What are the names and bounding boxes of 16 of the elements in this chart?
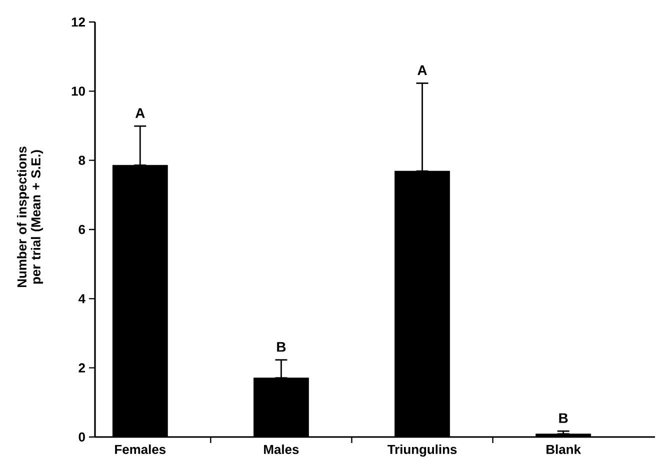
y-tick-label: 2 [78,363,85,372]
y-tick-label: 6 [78,224,86,234]
x-tick-label: Females [115,444,166,454]
y-tick-label: 10 [72,86,85,96]
x-tick-label: Blank [546,444,581,454]
annotation: A [135,108,145,118]
x-tick-label: Males [264,444,299,454]
annotation: B [277,342,286,352]
x-tick-label: Triungulins [388,444,457,457]
y-tick-label: 4 [78,294,86,304]
y-tick-label: 0 [78,432,85,442]
y-tick-label: 12 [72,17,85,27]
y-axis-title: Number of inspections per trial (Mean + S.E.) [16,146,44,288]
y-tick-label: 8 [78,156,86,165]
annotation: A [418,65,427,76]
annotation: B [559,413,568,423]
